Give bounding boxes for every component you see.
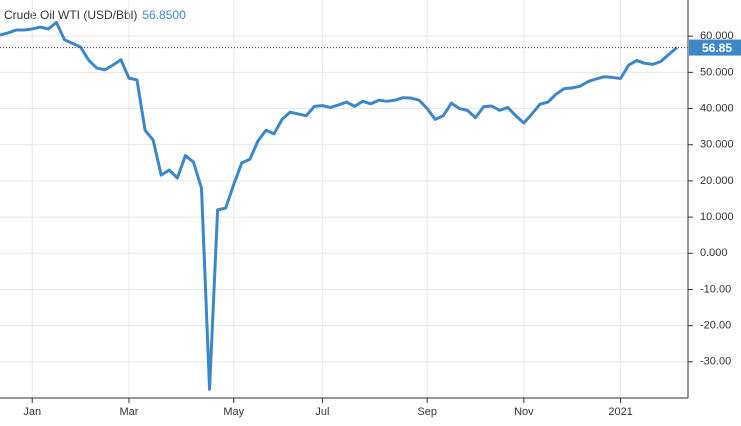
y-tick-label: -30.00 (700, 356, 731, 368)
y-tick-label: 0.000 (700, 247, 728, 259)
y-tick-label: 60.000 (700, 30, 734, 42)
y-tick-label: 30.000 (700, 139, 734, 151)
y-tick-label: 40.000 (700, 102, 734, 114)
x-tick-label: Nov (514, 406, 534, 418)
last-price-label: 56.85 (702, 41, 732, 55)
x-tick-label: Jan (23, 406, 41, 418)
y-tick-label: 20.000 (700, 175, 734, 187)
y-tick-label: 10.000 (700, 211, 734, 223)
y-tick-label: -10.00 (700, 283, 731, 295)
x-tick-label: May (223, 406, 244, 418)
x-tick-label: Sep (417, 406, 437, 418)
y-tick-label: 50.000 (700, 66, 734, 78)
last-price-tag (689, 39, 741, 56)
price-label: 56.8500 (142, 8, 186, 22)
price-line (0, 20, 678, 391)
x-tick-label: Mar (119, 406, 138, 418)
x-tick-label: 2021 (608, 406, 632, 418)
grid (0, 0, 688, 398)
x-tick-label: Jul (315, 406, 329, 418)
y-tick-label: -20.00 (700, 320, 731, 332)
chart-title: Crude Oil WTI (USD/Bbl) (4, 8, 137, 22)
